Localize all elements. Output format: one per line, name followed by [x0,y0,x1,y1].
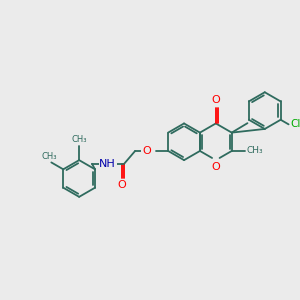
Text: Cl: Cl [290,119,300,129]
Text: O: O [118,180,127,190]
Text: NH: NH [99,159,116,169]
Text: CH₃: CH₃ [42,152,57,160]
Text: CH₃: CH₃ [247,146,263,155]
Text: O: O [142,146,151,156]
Text: O: O [212,95,220,105]
Text: CH₃: CH₃ [71,135,87,144]
Text: O: O [212,162,220,172]
